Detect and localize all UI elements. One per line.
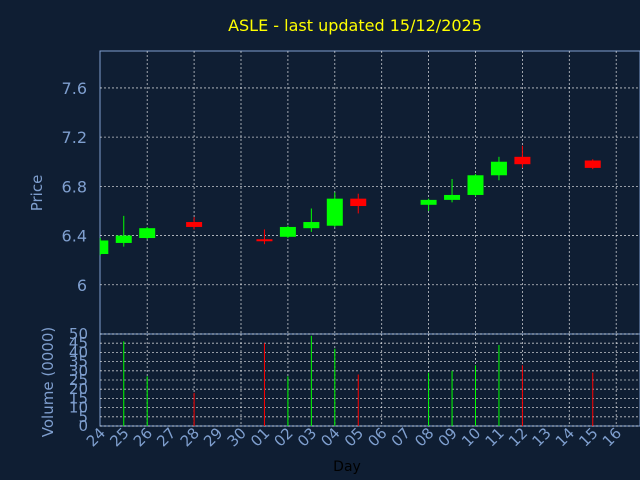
x-tick-label: 29 (200, 424, 226, 450)
x-tick-label: 03 (294, 424, 320, 450)
x-tick-label: 04 (317, 424, 343, 450)
candle-body (420, 199, 437, 205)
volume-tick-label: 35 (69, 353, 88, 371)
x-tick-label: 10 (458, 424, 484, 450)
volume-tick-label: 10 (69, 399, 88, 417)
x-tick-label: 05 (341, 424, 367, 450)
candle-body (514, 156, 531, 165)
candle-body (350, 198, 367, 207)
x-tick-label: 14 (552, 424, 578, 450)
x-tick-label: 15 (575, 424, 601, 450)
x-tick-label: 28 (177, 424, 203, 450)
price-tick-label: 6.8 (62, 177, 87, 196)
volume-tick-label: 15 (69, 389, 88, 407)
x-tick-label: 11 (482, 424, 508, 450)
candle-body (139, 228, 156, 239)
x-tick-label: 07 (388, 424, 414, 450)
price-axis-label: Price (28, 175, 46, 212)
x-tick-label: 16 (599, 424, 625, 450)
x-tick-label: 12 (505, 424, 531, 450)
volume-tick-label: 20 (69, 380, 88, 398)
candle-body (490, 161, 507, 176)
volume-panel: 0510152025303540455024252627282930010203… (69, 325, 640, 450)
x-tick-label: 06 (364, 424, 390, 450)
volume-axis-label: Volume (0000) (39, 327, 57, 437)
volume-tick-label: 30 (69, 362, 88, 380)
candle-body (326, 198, 343, 226)
candle-body (444, 194, 461, 200)
candle-body (467, 175, 484, 195)
x-tick-label: 13 (528, 424, 554, 450)
volume-tick-label: 40 (69, 343, 88, 361)
candle-body (186, 222, 203, 227)
price-plot-frame (99, 50, 640, 335)
price-panel: 6 6.4 6.8 7.2 7.6 (62, 50, 640, 335)
x-axis-label: Day (333, 459, 361, 475)
price-tick-label: 6.4 (62, 227, 87, 246)
volume-tick-label: 5 (78, 408, 88, 426)
candle-body (584, 160, 601, 168)
x-tick-label: 27 (153, 424, 179, 450)
x-tick-label: 25 (106, 424, 132, 450)
volume-tick-label: 45 (69, 334, 88, 352)
candle-body (303, 222, 320, 229)
price-tick-label: 7.6 (62, 79, 87, 98)
chart-title: ASLE - last updated 15/12/2025 (228, 16, 482, 35)
volume-tick-label: 50 (69, 325, 88, 343)
candle-body (256, 239, 273, 242)
volume-tick-label: 0 (78, 417, 88, 435)
volume-tick-label: 25 (69, 371, 88, 389)
candle-body (115, 235, 132, 243)
candle-body (279, 226, 296, 237)
x-tick-label: 08 (411, 424, 437, 450)
x-tick-label: 02 (270, 424, 296, 450)
x-tick-label: 09 (435, 424, 461, 450)
x-tick-label: 26 (130, 424, 156, 450)
x-tick-label: 30 (224, 424, 250, 450)
price-tick-label: 6 (77, 276, 87, 295)
price-tick-label: 7.2 (62, 128, 87, 147)
candle-body (100, 240, 109, 255)
x-tick-label: 01 (247, 424, 273, 450)
